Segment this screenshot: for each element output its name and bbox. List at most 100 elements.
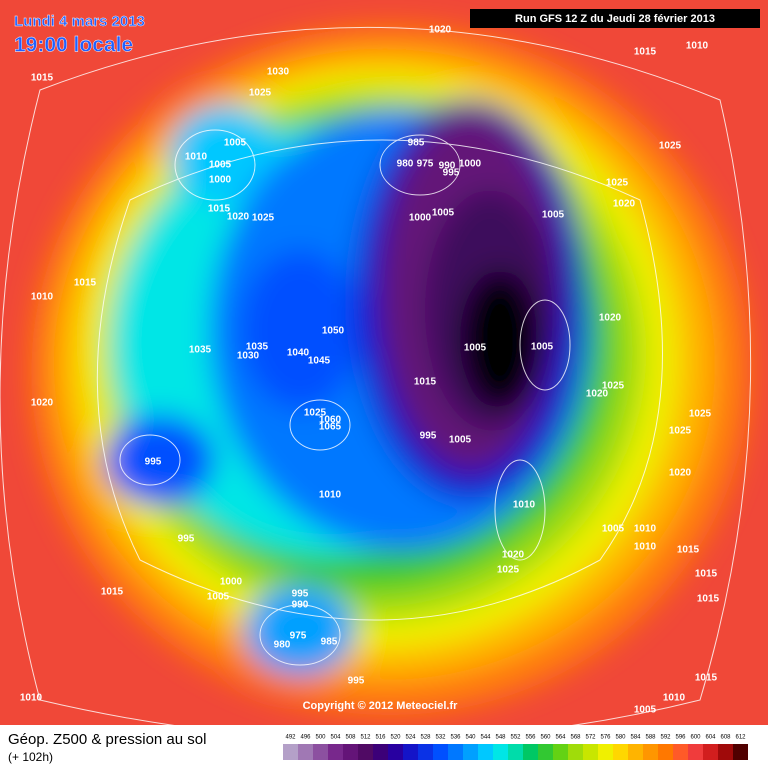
isobar-label: 1040 [287,348,310,359]
colorbar-tick-label: 556 [525,735,536,741]
colorbar-tick-label: 524 [405,735,416,741]
isobar-label: 1060 [319,415,342,426]
isobar-label: 1005 [602,524,625,535]
colorbar-cell [433,744,448,760]
isobar-label: 1010 [686,41,709,52]
isobar-label: 1010 [319,490,342,501]
isobar-label: 1015 [74,278,97,289]
isobar-label: 995 [348,676,365,687]
isobar-label: 1015 [697,594,720,605]
colorbar-tick-label: 572 [585,735,596,741]
colorbar-cell [463,744,478,760]
colorbar-tick-label: 504 [330,735,341,741]
colorbar-cell [553,744,568,760]
colorbar-tick-label: 532 [435,735,446,741]
isobar-label: 1025 [659,141,682,152]
isobar-label: 1000 [220,577,243,588]
colorbar-tick-label: 508 [345,735,356,741]
isobar-label: 1025 [249,88,272,99]
colorbar-tick-label: 584 [630,735,641,741]
time-label: 19:00 locale [14,34,133,57]
colorbar-cell [373,744,388,760]
colorbar-tick-label: 560 [540,735,551,741]
colorbar-tick-label: 496 [300,735,311,741]
isobar-label: 1030 [267,67,290,78]
isobar-label: 1000 [459,159,482,170]
colorbar-tick-label: 540 [465,735,476,741]
isobar-label: 1015 [677,545,700,556]
run-box [470,9,760,28]
colorbar-cell [583,744,598,760]
isobar-label: 995 [292,589,309,600]
colorbar-cell [568,744,583,760]
isobar-label: 1010 [20,693,43,704]
isobar-label: 1025 [252,213,275,224]
colorbar-tick-label: 536 [450,735,461,741]
colorbar-tick-label: 528 [420,735,431,741]
isobar-label: 1030 [237,351,260,362]
isobar-label: 1035 [246,342,269,353]
isobar-label: 1020 [31,398,54,409]
colorbar-tick-label: 516 [375,735,386,741]
colorbar-tick-label: 512 [360,735,371,741]
isobar-label: 1065 [319,422,342,433]
isobar-label: 1020 [502,550,525,561]
colorbar-cell [718,744,733,760]
isobar-label: 1045 [308,356,331,367]
isobar-label: 1005 [542,210,565,221]
isobar-label: 995 [145,457,162,468]
isobar-label: 1010 [634,524,657,535]
colorbar-cell [283,744,298,760]
colorbar-cell [628,744,643,760]
colorbar-cell [598,744,613,760]
colorbar-cell [298,744,313,760]
isobar-label: 1035 [189,345,212,356]
isobar-label: 1005 [432,208,455,219]
colorbar-cell [343,744,358,760]
isobar-label: 1005 [209,160,232,171]
isobar-label: 975 [290,631,307,642]
colorbar-cell [328,744,343,760]
isobar-label: 1000 [209,175,232,186]
isobar-label: 1005 [464,343,487,354]
colorbar-tick-label: 604 [705,735,716,741]
isobar-label: 975 [417,159,434,170]
colorbar-tick-label: 544 [480,735,491,741]
isobar-label: 990 [439,161,456,172]
colorbar-tick-label: 576 [600,735,611,741]
isobar-label: 1010 [185,152,208,163]
isobar-label: 1010 [663,693,686,704]
colorbar-tick-label: 520 [390,735,401,741]
isobar-label: 1015 [101,587,124,598]
isobar-label: 1015 [695,569,718,580]
isobar-label: 1015 [208,204,231,215]
colorbar-cell [643,744,658,760]
isobar-label: 1020 [669,468,692,479]
isobar-labels: 1020101510101015103010251005101010051000… [20,25,720,716]
isobar-label: 980 [397,159,414,170]
isobar-label: 1015 [695,673,718,684]
isobar-label: 1025 [689,409,712,420]
isobar-label: 1025 [304,408,327,419]
isobar-label: 985 [321,637,338,648]
isobar-label: 1020 [429,25,452,36]
colorbar-cell [703,744,718,760]
isobar-label: 1005 [449,435,472,446]
colorbar-tick-label: 588 [645,735,656,741]
run-label: Run GFS 12 Z du Jeudi 28 février 2013 [515,13,715,25]
colorbar-tick-label: 608 [720,735,731,741]
copyright: Copyright © 2012 Meteociel.fr [303,700,459,712]
isobar-label: 1025 [497,565,520,576]
colorbar-cell [658,744,673,760]
isobar-label: 1025 [602,381,625,392]
isobar-label: 990 [292,600,309,611]
colorbar-tick-label: 552 [510,735,521,741]
colorbar: 492 496 500 504 508 512 516 520 524 528 532 536 540 5… [283,735,748,760]
colorbar-cell [313,744,328,760]
isobar-label: 995 [420,431,437,442]
isobar-label: 1015 [414,377,437,388]
colorbar-tick-label: 600 [690,735,701,741]
colorbar-tick-label: 500 [315,735,326,741]
colorbar-cell [403,744,418,760]
isobar-label: 1005 [531,342,554,353]
